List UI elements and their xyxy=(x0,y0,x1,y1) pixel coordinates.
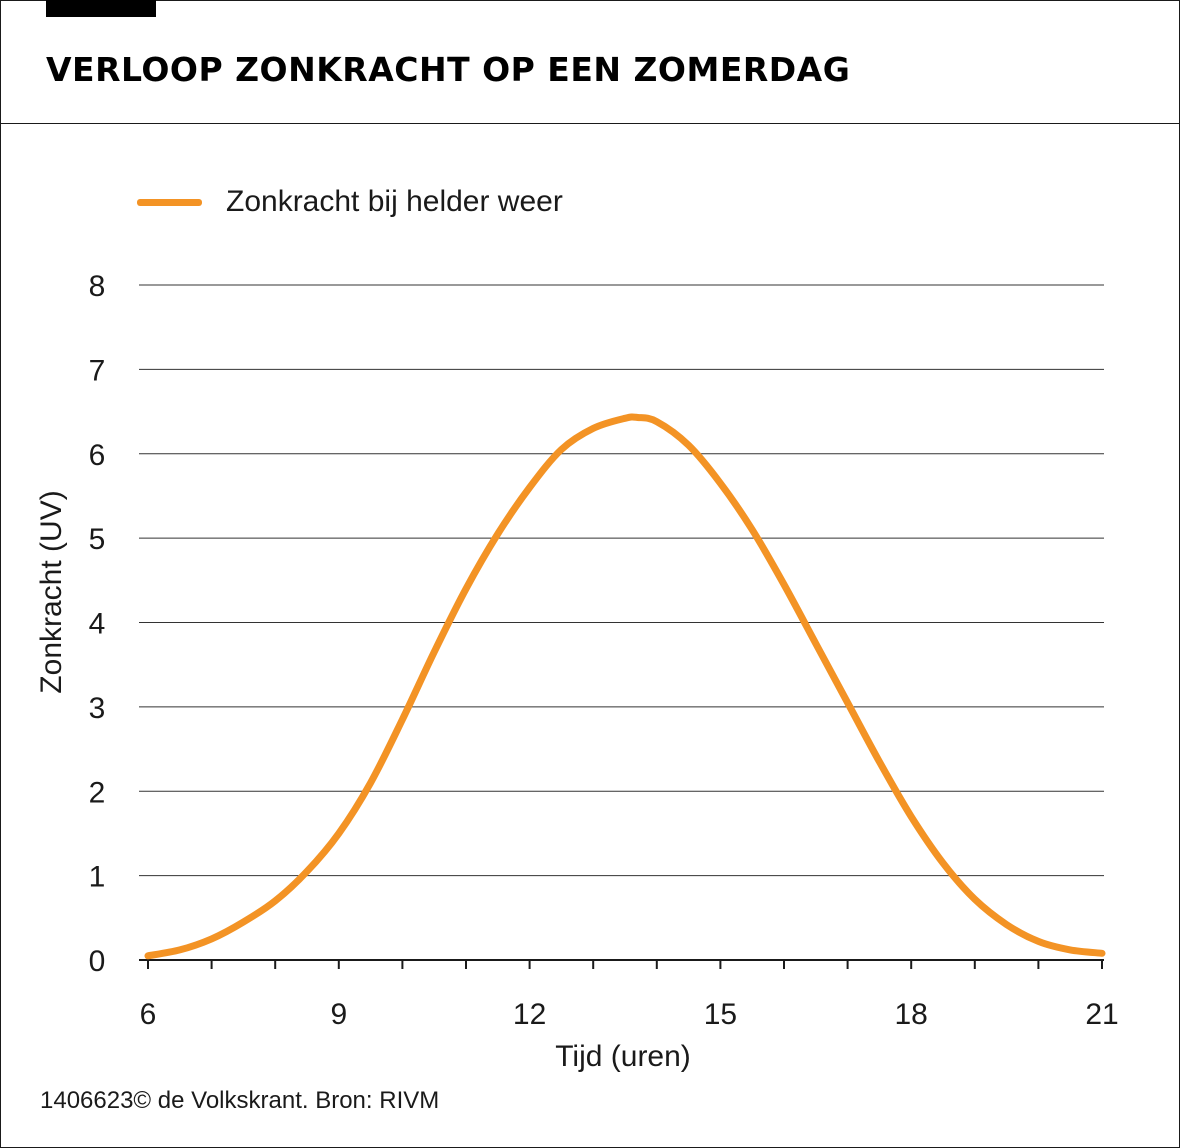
x-tick-label: 15 xyxy=(704,998,737,1031)
legend-label: Zonkracht bij helder weer xyxy=(226,185,563,218)
x-tick-label: 6 xyxy=(140,998,157,1031)
legend: Zonkracht bij helder weer xyxy=(137,180,563,224)
legend-swatch xyxy=(137,198,202,206)
series xyxy=(144,413,1106,960)
y-tick-label: 2 xyxy=(89,776,106,809)
x-tick-label: 9 xyxy=(330,998,347,1031)
x-tick-label: 12 xyxy=(513,998,546,1031)
x-tick-label: 18 xyxy=(895,998,928,1031)
x-tick-label: 21 xyxy=(1085,998,1118,1031)
y-tick-label: 3 xyxy=(89,692,106,725)
y-tick-labels: 0 1 2 3 4 5 6 7 8 xyxy=(89,270,106,978)
y-tick-label: 8 xyxy=(89,270,106,303)
y-tick-label: 0 xyxy=(89,945,106,978)
y-tick-label: 4 xyxy=(89,608,106,641)
brand-bar xyxy=(46,0,156,17)
gridlines xyxy=(139,284,1104,877)
y-tick-label: 6 xyxy=(89,439,106,472)
source-credit: 1406623© de Volkskrant. Bron: RIVM xyxy=(40,1087,440,1114)
x-axis-title: Tijd (uren) xyxy=(555,1040,691,1073)
y-tick-label: 5 xyxy=(89,523,106,556)
y-tick-label: 1 xyxy=(89,861,106,894)
series-line-0 xyxy=(144,413,1106,960)
header-divider xyxy=(0,123,1180,124)
chart-title: VERLOOP ZONKRACHT OP EEN ZOMERDAG xyxy=(46,50,851,89)
x-axis: 6 9 12 15 18 21 xyxy=(139,959,1119,1031)
y-axis-title: Zonkracht (UV) xyxy=(35,490,68,693)
y-tick-label: 7 xyxy=(89,354,106,387)
